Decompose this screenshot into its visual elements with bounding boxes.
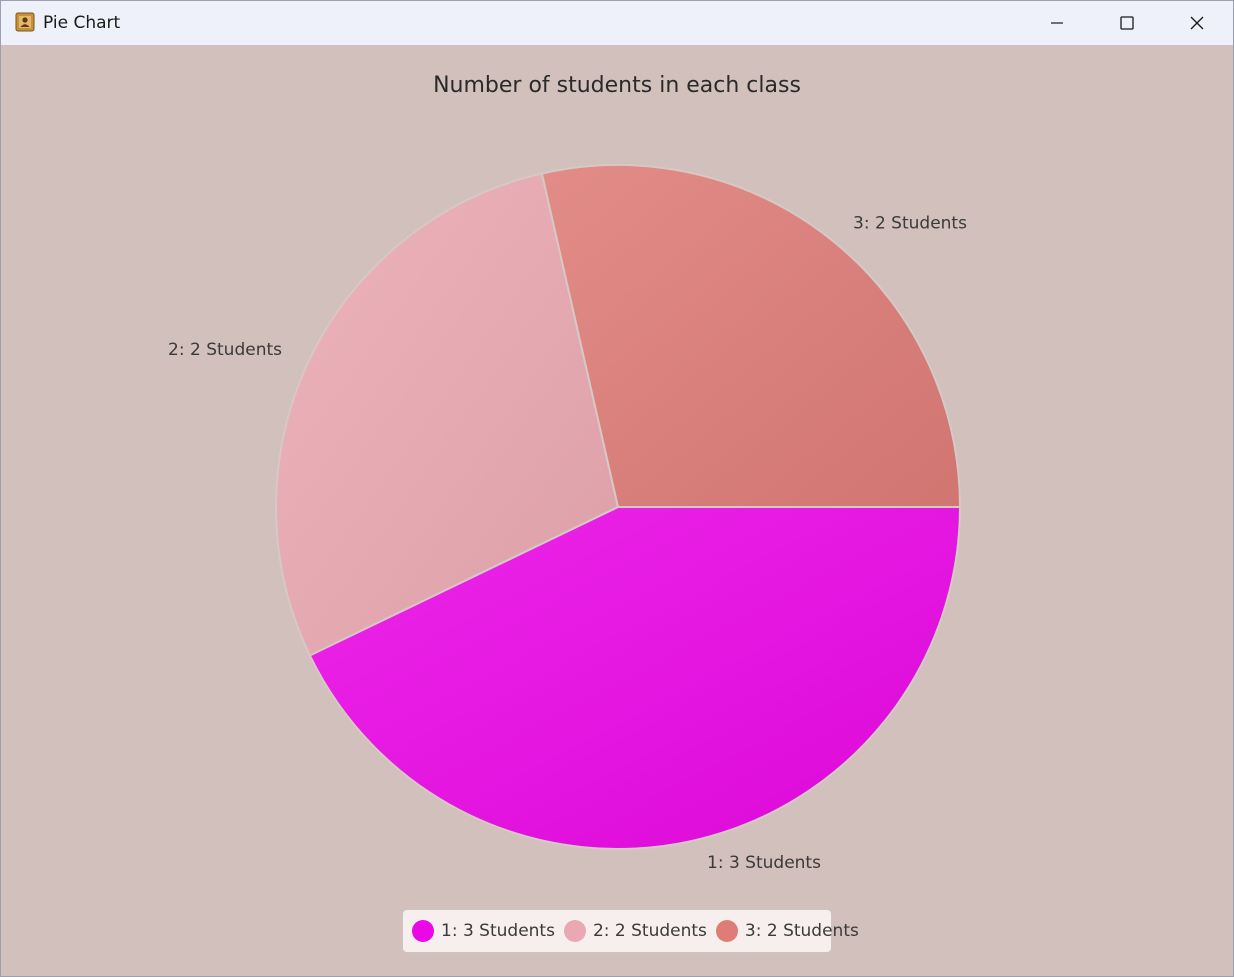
legend-label: 2: 2 Students [592,921,707,941]
slice-label: 2: 2 Students [168,340,282,360]
pie-slice[interactable] [308,506,962,850]
slice-label: 1: 3 Students [707,853,821,873]
legend-swatch [563,920,586,942]
chart-legend: 1: 3 Students 2: 2 Students 3: 2 Student… [402,909,859,953]
title-bar[interactable]: Pie Chart [1,1,1233,45]
maximize-icon [1120,16,1134,30]
close-button[interactable] [1163,1,1231,45]
window-title: Pie Chart [43,13,121,33]
pie-slice[interactable] [274,172,620,657]
chart-title: Number of students in each class [433,73,801,98]
minimize-icon [1051,22,1063,24]
pie-chart: 1: 3 Students 2: 2 Students 3: 2 Students [168,163,967,873]
legend-label: 1: 3 Students [441,921,555,941]
close-icon [1190,16,1204,30]
maximize-button[interactable] [1093,1,1161,45]
legend-item: 1: 3 Students [412,920,555,942]
pie-slice[interactable] [540,163,962,508]
legend-item: 3: 2 Students [715,920,859,942]
legend-item: 2: 2 Students [563,920,707,942]
legend-swatch [715,920,738,942]
java-app-icon [15,12,35,32]
minimize-button[interactable] [1023,1,1091,45]
slice-label: 3: 2 Students [853,213,967,233]
legend-label: 3: 2 Students [744,921,859,941]
chart-area: 1: 3 Students 2: 2 Students 3: 2 Students … [1,45,1233,976]
legend-swatch [412,920,434,942]
